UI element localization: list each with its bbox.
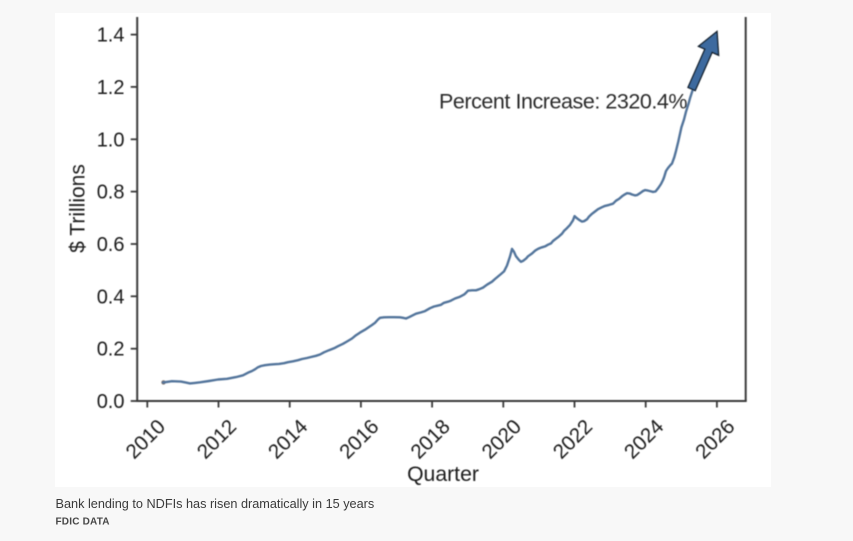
- svg-text:0.6: 0.6: [97, 234, 125, 256]
- svg-text:0.0: 0.0: [97, 391, 125, 413]
- svg-text:Quarter: Quarter: [407, 463, 479, 486]
- svg-text:Percent Increase: 2320.4%: Percent Increase: 2320.4%: [439, 90, 687, 114]
- svg-text:FDIC DATA: FDIC DATA: [56, 517, 110, 528]
- svg-text:1.2: 1.2: [97, 77, 125, 99]
- svg-text:Bank lending to NDFIs has rise: Bank lending to NDFIs has risen dramatic…: [56, 497, 375, 511]
- svg-text:1.0: 1.0: [97, 129, 125, 151]
- svg-text:0.4: 0.4: [97, 286, 125, 308]
- svg-text:1.4: 1.4: [97, 25, 125, 47]
- svg-text:$ Trillions: $ Trillions: [67, 164, 90, 253]
- svg-text:0.2: 0.2: [97, 339, 125, 361]
- svg-text:0.8: 0.8: [97, 182, 125, 204]
